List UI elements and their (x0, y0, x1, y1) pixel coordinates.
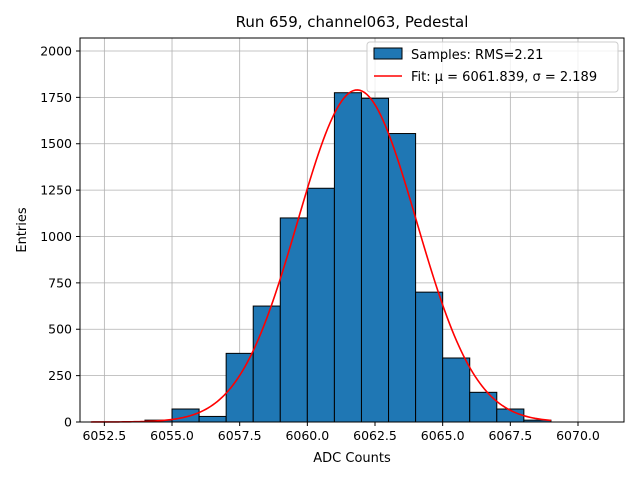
y-tick-label: 250 (48, 368, 72, 383)
histogram-bar (442, 357, 471, 423)
histogram-bar (306, 187, 335, 423)
y-axis-label: Entries (15, 207, 30, 253)
y-tick-label: 750 (48, 275, 72, 290)
histogram-bar (252, 305, 281, 423)
x-axis-label: ADC Counts (313, 451, 391, 466)
x-tick-label: 6070.0 (556, 428, 600, 443)
histogram-bar (333, 92, 362, 423)
fit-curve-layer (90, 89, 552, 423)
y-tick-label: 1250 (40, 183, 72, 198)
legend-samples-swatch (373, 47, 403, 60)
y-axis-ticks: 0 250 500 750 1000 1250 1500 1750 2000 (40, 43, 80, 430)
legend-box (366, 41, 619, 93)
histogram-bar (198, 415, 227, 423)
histogram-bar (360, 97, 390, 423)
x-tick-label: 6060.0 (285, 428, 329, 443)
y-tick-label: 0 (64, 415, 72, 430)
x-tick-label: 6057.5 (218, 428, 262, 443)
y-tick-label: 1500 (40, 136, 72, 151)
y-tick-label: 1000 (40, 229, 72, 244)
chart-title: Run 659, channel063, Pedestal (236, 13, 469, 31)
legend: Samples: RMS=2.21 Fit: μ = 6061.839, σ =… (366, 41, 619, 93)
x-tick-label: 6052.5 (82, 428, 126, 443)
x-tick-label: 6062.5 (353, 428, 397, 443)
x-tick-label: 6055.0 (150, 428, 194, 443)
histogram-bar (388, 133, 417, 423)
histogram-bars (144, 92, 552, 423)
histogram-bar (415, 291, 444, 423)
legend-fit-label: Fit: μ = 6061.839, σ = 2.189 (411, 70, 597, 85)
legend-samples-label: Samples: RMS=2.21 (411, 48, 543, 63)
y-tick-label: 1750 (40, 90, 72, 105)
plot-frame (79, 37, 625, 423)
y-tick-label: 500 (48, 322, 72, 337)
histogram-bar (171, 408, 200, 423)
x-tick-label: 6067.5 (488, 428, 532, 443)
histogram-bar (279, 217, 308, 423)
x-axis-ticks: 6052.5 6055.0 6057.5 6060.0 6062.5 6065.0 6067… (82, 422, 600, 443)
fit-curve (90, 89, 552, 423)
x-tick-label: 6065.0 (421, 428, 465, 443)
y-tick-label: 2000 (40, 43, 72, 58)
